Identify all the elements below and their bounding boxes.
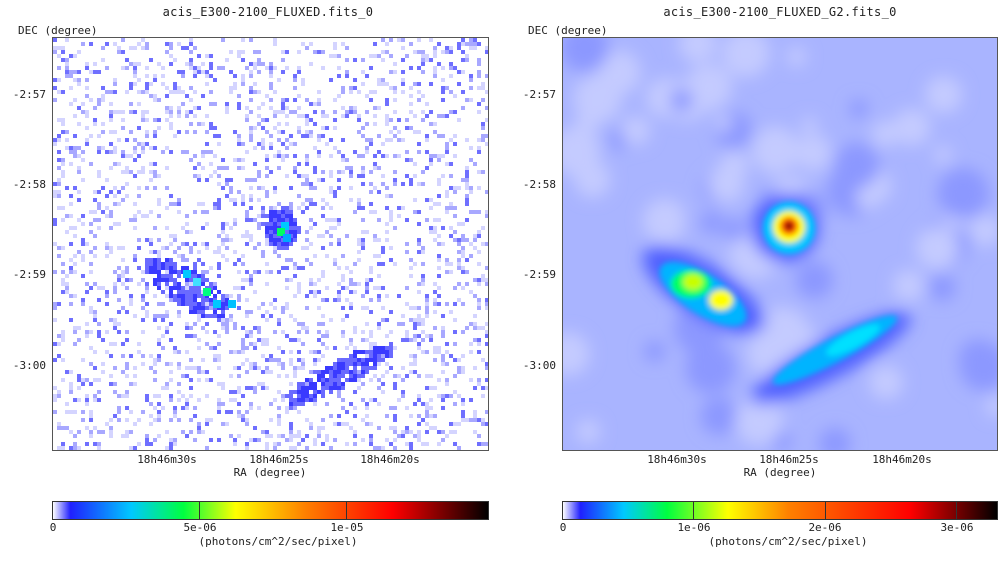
left-colorbar-tick: 0 [49, 521, 57, 534]
right-dec-tick-label: -2:59 [522, 268, 556, 281]
left-colorbar-divider [199, 501, 200, 520]
right-dec-tick-label: -2:58 [522, 178, 556, 191]
left-colorbar-tick: 1e-05 [330, 521, 364, 534]
left-ra-tick-label: 18h46m25s [249, 453, 309, 466]
left-dec-tick-label: -2:58 [12, 178, 46, 191]
left-colorbar-unit: (photons/cm^2/sec/pixel) [198, 535, 358, 548]
left-image-panel: acis_E300-2100_FLUXED.fits_0 DEC (degree… [12, 5, 489, 548]
right-dec-axis-label: DEC (degree) [528, 24, 608, 37]
right-colorbar-divider [693, 501, 694, 520]
right-ra-tick-label: 18h46m25s [759, 453, 819, 466]
left-colorbar-divider [346, 501, 347, 520]
left-image-plot[interactable] [52, 37, 489, 451]
right-ra-axis-label: RA (degree) [743, 466, 817, 479]
left-dec-tick-label: -2:57 [12, 88, 46, 101]
right-colorbar-unit: (photons/cm^2/sec/pixel) [708, 535, 868, 548]
left-ra-axis-label: RA (degree) [233, 466, 307, 479]
right-dec-tick-label: -2:57 [522, 88, 556, 101]
right-image-panel: acis_E300-2100_FLUXED_G2.fits_0 DEC (deg… [500, 0, 1000, 573]
right-colorbar [562, 501, 998, 520]
left-dec-axis-label: DEC (degree) [18, 24, 98, 37]
left-colorbar-tick: 5e-06 [183, 521, 217, 534]
right-ra-tick-label: 18h46m20s [872, 453, 932, 466]
left-colorbar [52, 501, 489, 520]
right-colorbar-divider [825, 501, 826, 520]
right-colorbar-tick: 0 [559, 521, 567, 534]
right-ra-tick-label: 18h46m30s [647, 453, 707, 466]
right-colorbar-tick: 2e-06 [808, 521, 842, 534]
left-dec-tick-label: -2:59 [12, 268, 46, 281]
right-panel-title: acis_E300-2100_FLUXED_G2.fits_0 [663, 5, 897, 19]
left-panel-title: acis_E300-2100_FLUXED.fits_0 [162, 5, 374, 19]
right-image-plot[interactable] [562, 37, 998, 451]
right-colorbar-tick: 1e-06 [677, 521, 711, 534]
right-colorbar-divider [956, 501, 957, 520]
left-ra-tick-label: 18h46m20s [360, 453, 420, 466]
left-dec-tick-label: -3:00 [12, 359, 46, 372]
left-ra-tick-label: 18h46m30s [137, 453, 197, 466]
right-colorbar-tick: 3e-06 [940, 521, 974, 534]
right-dec-tick-label: -3:00 [522, 359, 556, 372]
